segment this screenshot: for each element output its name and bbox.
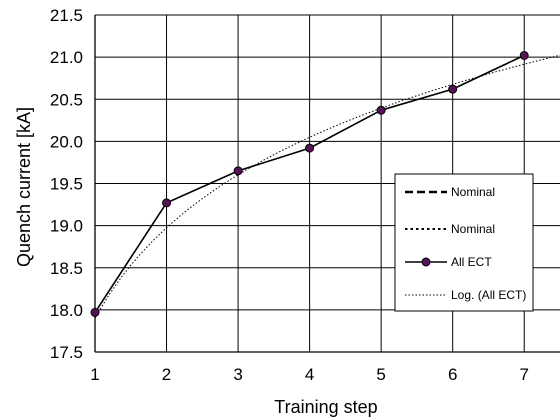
y-tick-label: 17.5 — [50, 343, 83, 362]
all-ect-point — [233, 166, 243, 176]
legend: Nominal Nominal All ECT Log. (All ECT) — [394, 173, 534, 312]
x-tick-label: 6 — [448, 365, 457, 384]
all-ect-point — [90, 307, 100, 317]
x-tick-labels: 1 2 3 4 5 6 7 — [90, 365, 529, 384]
x-tick-label: 5 — [376, 365, 385, 384]
legend-label: Nominal — [451, 222, 495, 236]
legend-label: Log. (All ECT) — [451, 288, 526, 302]
series-layer — [90, 50, 560, 319]
legend-box — [394, 173, 534, 312]
y-tick-label: 19.0 — [50, 217, 83, 236]
y-tick-label: 21.5 — [50, 6, 83, 25]
all-ect-point — [519, 50, 529, 60]
y-tick-label: 19.5 — [50, 175, 83, 194]
all-ect-point — [162, 198, 172, 208]
all-ect-point — [448, 84, 458, 94]
y-tick-label: 18.5 — [50, 259, 83, 278]
y-tick-label: 21.0 — [50, 48, 83, 67]
x-tick-label: 1 — [90, 365, 99, 384]
legend-label: All ECT — [451, 255, 492, 269]
all-ect-point — [305, 143, 315, 153]
x-axis-label: Training step — [274, 397, 377, 417]
x-tick-label: 3 — [233, 365, 242, 384]
x-tick-label: 2 — [162, 365, 171, 384]
legend-swatch-all-ect-marker — [421, 257, 431, 267]
legend-label: Nominal — [451, 185, 495, 199]
y-tick-label: 20.5 — [50, 90, 83, 109]
all-ect-point — [376, 105, 386, 115]
x-tick-label: 4 — [305, 365, 314, 384]
y-tick-labels: 17.5 18.0 18.5 19.0 19.5 20.0 20.5 21.0 21.5 — [50, 6, 83, 362]
y-axis-label: Quench current [kA] — [14, 107, 34, 267]
y-tick-label: 18.0 — [50, 301, 83, 320]
y-tick-label: 20.0 — [50, 132, 83, 151]
x-tick-label: 7 — [519, 365, 528, 384]
